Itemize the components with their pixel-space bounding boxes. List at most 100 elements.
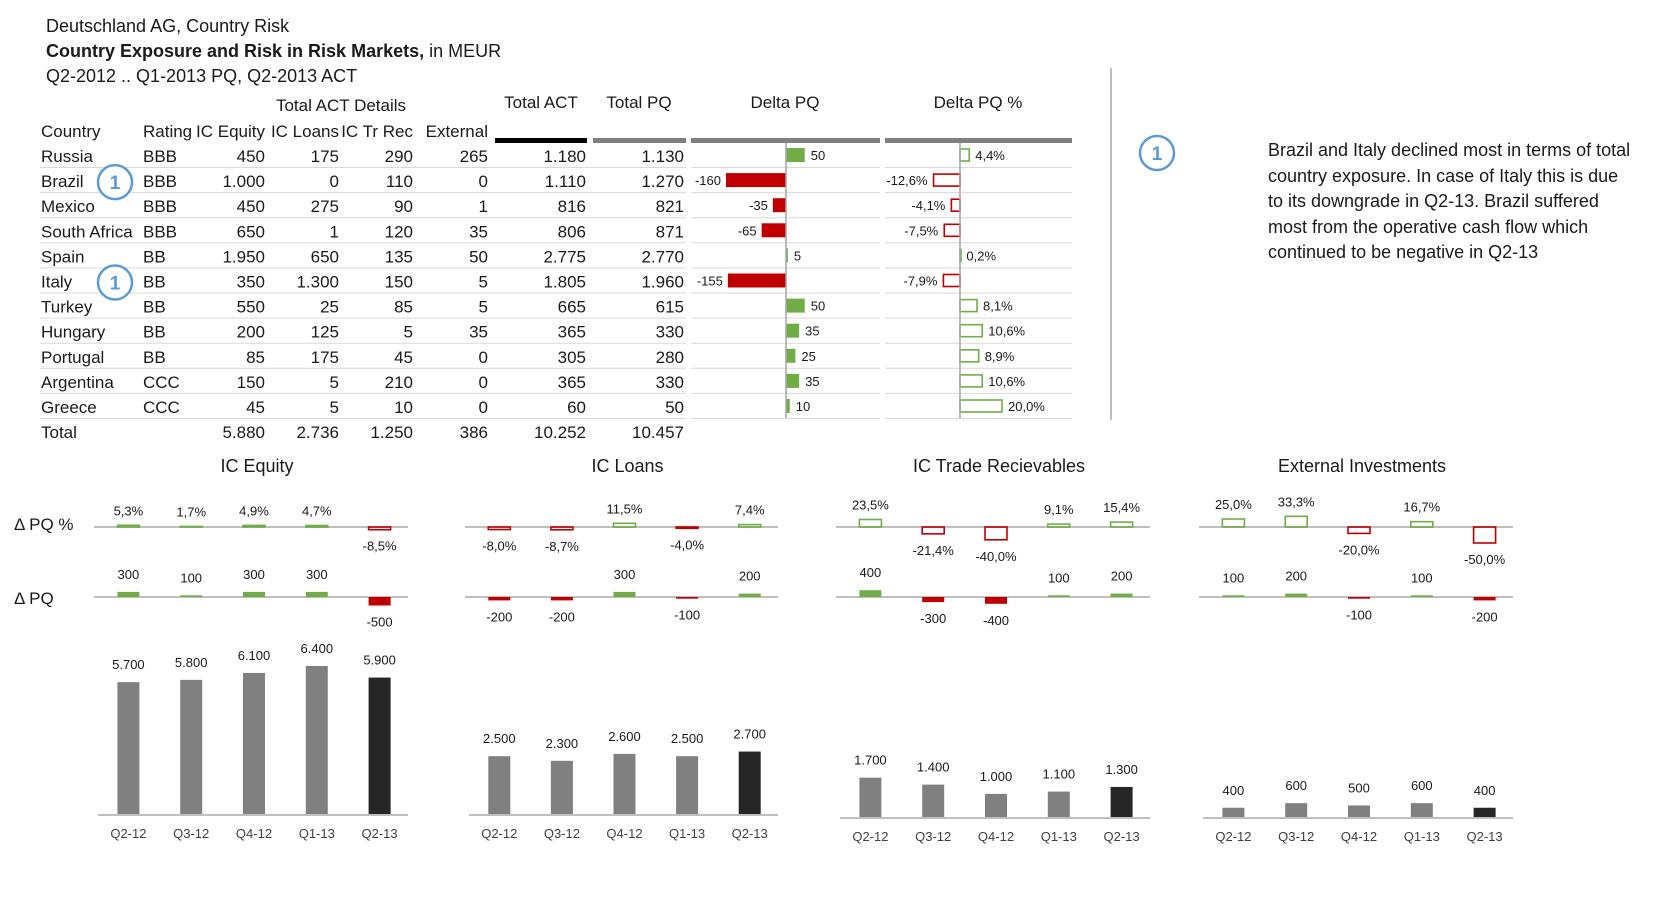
- category-label: Q1-13: [1041, 829, 1077, 844]
- cell-ic-equity: 450: [237, 197, 265, 216]
- total-row-label: Total: [41, 423, 77, 442]
- cell-ic-tr-rec: 135: [385, 247, 413, 266]
- category-label: Q3-12: [173, 826, 209, 841]
- value-bar-label: 400: [1474, 783, 1496, 798]
- delta-pq-bar: [761, 223, 786, 238]
- delta-pq-label: 50: [811, 299, 825, 314]
- delta-pct-bar: [943, 223, 961, 238]
- cell-country: Spain: [41, 247, 84, 266]
- value-bar: [117, 682, 140, 814]
- delta-pct-bar: [959, 348, 980, 363]
- cell-ic-tr-rec: 45: [394, 348, 413, 367]
- delta-pct-mark-label: 4,9%: [239, 503, 269, 518]
- category-label: Q4-12: [236, 826, 272, 841]
- delta-pct-mark-label: 1,7%: [176, 504, 206, 519]
- row-label-delta-pq-pct: Δ PQ %: [14, 515, 74, 534]
- value-bar: [1110, 786, 1133, 817]
- value-bar: [922, 784, 945, 817]
- delta-pct-mark-label: -8,0%: [482, 539, 516, 554]
- delta-pq-label: 50: [811, 148, 825, 163]
- value-bar-label: 1.100: [1043, 767, 1076, 782]
- value-bar: [613, 753, 636, 814]
- delta-pct-mark-label: -40,0%: [975, 549, 1017, 564]
- delta-pct-mark: [675, 526, 699, 530]
- value-bar-label: 2.600: [608, 729, 641, 744]
- delta-pq-mark: [1285, 593, 1308, 597]
- delta-pq-label: -160: [695, 173, 721, 188]
- total-total-act: 10.252: [534, 423, 586, 442]
- cell-ic-loans: 275: [311, 197, 339, 216]
- delta-pct-mark-label: 7,4%: [735, 503, 765, 518]
- delta-pct-mark: [1109, 521, 1134, 528]
- value-bar-label: 5.900: [363, 653, 396, 668]
- cell-ic-loans: 175: [311, 348, 339, 367]
- cell-ic-equity: 350: [237, 273, 265, 292]
- delta-pct-mark: [921, 526, 946, 535]
- delta-pct-label: 20,0%: [1008, 399, 1045, 414]
- row-marker-brazil: [96, 163, 134, 201]
- total-ic-equity: 5.880: [222, 423, 265, 442]
- value-bar-label: 1.000: [980, 769, 1013, 784]
- value-bar-label: 1.400: [917, 760, 950, 775]
- cell-total-act: 365: [558, 373, 586, 392]
- delta-pct-mark: [1410, 520, 1434, 528]
- delta-pq-bar: [786, 148, 805, 162]
- cell-external: 0: [479, 172, 488, 191]
- cell-total-pq: 871: [656, 222, 684, 241]
- col-header-total-pq: Total PQ: [606, 93, 671, 112]
- delta-pq-mark: [859, 590, 882, 597]
- delta-pct-mark: [1284, 515, 1308, 528]
- value-bar-label: 400: [1223, 783, 1245, 798]
- row-marker-italy: [96, 264, 134, 301]
- value-bar: [985, 793, 1007, 817]
- delta-pct-label: 8,1%: [983, 299, 1013, 314]
- cell-country: Greece: [41, 398, 97, 417]
- delta-pq-mark-label: 100: [1411, 570, 1433, 585]
- col-header-total-act: Total ACT: [504, 93, 578, 112]
- chart-title-3: External Investments: [1278, 456, 1446, 476]
- delta-pq-mark: [1047, 595, 1070, 597]
- cell-rating: BB: [143, 247, 166, 266]
- delta-pq-mark-label: 300: [118, 567, 140, 582]
- delta-pct-mark: [487, 526, 512, 531]
- delta-pq-mark: [550, 597, 573, 601]
- value-bar: [1285, 803, 1308, 817]
- cell-rating: BBB: [143, 147, 177, 166]
- cell-total-act: 305: [558, 348, 586, 367]
- delta-pct-label: 0,2%: [966, 248, 996, 263]
- category-label: Q2-12: [481, 826, 517, 841]
- total-ic-loans: 2.736: [296, 423, 339, 442]
- col-header-external: External: [426, 122, 488, 141]
- value-bar: [305, 666, 328, 814]
- delta-pq-mark-label: 100: [1048, 570, 1070, 585]
- value-bar-label: 1.700: [854, 753, 887, 768]
- delta-pct-mark-label: -20,0%: [1338, 542, 1380, 557]
- delta-pq-mark-label: 200: [1285, 569, 1307, 584]
- category-label: Q2-13: [732, 826, 768, 841]
- delta-pq-mark-label: 300: [306, 567, 328, 582]
- delta-pct-mark-label: 15,4%: [1103, 500, 1140, 515]
- delta-pct-mark-label: 25,0%: [1215, 497, 1252, 512]
- delta-pq-label: 35: [805, 374, 819, 389]
- value-bar: [1222, 807, 1245, 817]
- cell-external: 50: [469, 247, 488, 266]
- value-bar: [1410, 803, 1433, 817]
- cell-external: 1: [479, 197, 488, 216]
- delta-pct-label: -4,1%: [911, 198, 945, 213]
- delta-pct-mark-label: -4,0%: [670, 537, 704, 552]
- value-bar: [180, 679, 203, 814]
- delta-pq-mark-label: -200: [1472, 609, 1498, 624]
- delta-pq-mark-label: 300: [614, 567, 636, 582]
- delta-pq-label: -35: [749, 198, 768, 213]
- delta-pq-mark-label: -400: [983, 613, 1009, 628]
- cell-total-act: 1.110: [545, 172, 586, 191]
- cell-rating: BB: [143, 273, 166, 292]
- delta-pq-bar: [727, 273, 786, 288]
- value-bar-label: 5.800: [175, 655, 208, 670]
- delta-pq-mark: [922, 597, 945, 603]
- cell-ic-tr-rec: 150: [385, 273, 413, 292]
- delta-pct-mark-label: 5,3%: [114, 503, 144, 518]
- row-marker-italy-label: 1: [110, 274, 121, 295]
- cell-total-pq: 330: [656, 323, 684, 342]
- delta-pct-label: -7,5%: [904, 223, 938, 238]
